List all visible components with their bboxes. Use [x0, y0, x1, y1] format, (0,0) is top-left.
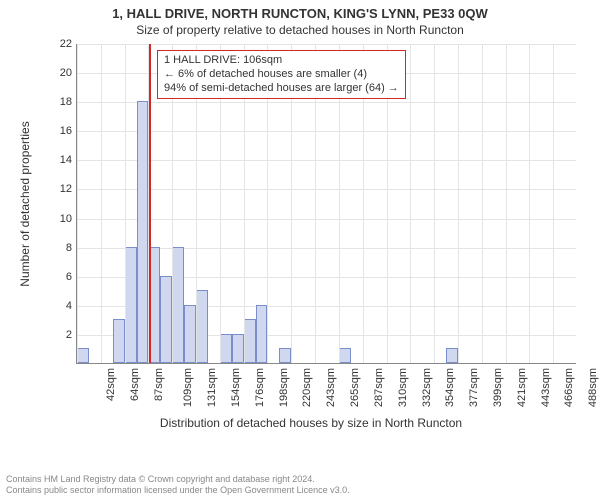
xtick-label: 131sqm [206, 368, 218, 407]
histogram-bar [125, 247, 137, 363]
xtick-label: 421sqm [516, 368, 528, 407]
histogram-bar [279, 348, 291, 363]
xtick-label: 154sqm [230, 368, 242, 407]
xtick-label: 198sqm [278, 368, 290, 407]
gridline-h [77, 219, 576, 220]
gridline-v [125, 44, 126, 363]
histogram-bar [339, 348, 351, 363]
gridline-h [77, 102, 576, 103]
xtick-label: 243sqm [325, 368, 337, 407]
chart-title-sub: Size of property relative to detached ho… [0, 21, 600, 41]
footer-line-1: Contains HM Land Registry data © Crown c… [6, 474, 350, 485]
ytick-label: 14 [46, 154, 72, 166]
histogram-bar [446, 348, 458, 363]
xtick-label: 488sqm [587, 368, 599, 407]
histogram-bar [220, 334, 232, 363]
xtick-label: 466sqm [564, 368, 576, 407]
gridline-v [101, 44, 102, 363]
gridline-h [77, 131, 576, 132]
xtick-label: 354sqm [444, 368, 456, 407]
ytick-label: 12 [46, 183, 72, 195]
ytick-label: 20 [46, 67, 72, 79]
gridline-v [553, 44, 554, 363]
gridline-v [410, 44, 411, 363]
xtick-label: 109sqm [183, 368, 195, 407]
xtick-label: 310sqm [397, 368, 409, 407]
xtick-label: 220sqm [302, 368, 314, 407]
annotation-line: 1 HALL DRIVE: 106sqm [164, 54, 399, 68]
gridline-h [77, 189, 576, 190]
chart-title-main: 1, HALL DRIVE, NORTH RUNCTON, KING'S LYN… [0, 0, 600, 21]
ytick-label: 16 [46, 125, 72, 137]
gridline-v [434, 44, 435, 363]
histogram-bar [172, 247, 184, 363]
gridline-v [529, 44, 530, 363]
xtick-label: 443sqm [540, 368, 552, 407]
footer-line-2: Contains public sector information licen… [6, 485, 350, 496]
xtick-label: 265sqm [349, 368, 361, 407]
footer-attribution: Contains HM Land Registry data © Crown c… [6, 474, 350, 497]
ytick-label: 8 [46, 242, 72, 254]
xtick-label: 64sqm [129, 368, 141, 401]
gridline-v [482, 44, 483, 363]
gridline-v [506, 44, 507, 363]
histogram-bar [113, 319, 125, 363]
xtick-label: 42sqm [105, 368, 117, 401]
ytick-label: 4 [46, 300, 72, 312]
ytick-label: 10 [46, 213, 72, 225]
histogram-bar [232, 334, 244, 363]
xtick-label: 332sqm [421, 368, 433, 407]
histogram-bar [77, 348, 89, 363]
annotation-line: 94% of semi-detached houses are larger (… [164, 82, 399, 96]
gridline-h [77, 160, 576, 161]
reference-marker-line [149, 44, 151, 363]
annotation-line: ← 6% of detached houses are smaller (4) [164, 68, 399, 82]
ytick-label: 2 [46, 329, 72, 341]
plot-area: 1 HALL DRIVE: 106sqm← 6% of detached hou… [76, 44, 576, 364]
histogram-bar [160, 276, 172, 363]
ytick-label: 22 [46, 38, 72, 50]
annotation-box: 1 HALL DRIVE: 106sqm← 6% of detached hou… [157, 50, 406, 99]
histogram-bar [244, 319, 256, 363]
histogram-bar [256, 305, 268, 363]
gridline-v [458, 44, 459, 363]
chart-container: Number of detached properties 1 HALL DRI… [46, 44, 586, 424]
xtick-label: 399sqm [492, 368, 504, 407]
histogram-bar [184, 305, 196, 363]
ytick-label: 6 [46, 271, 72, 283]
xtick-label: 377sqm [468, 368, 480, 407]
histogram-bar [137, 101, 149, 363]
gridline-v [77, 44, 78, 363]
xtick-label: 176sqm [254, 368, 266, 407]
gridline-h [77, 44, 576, 45]
y-axis-title: Number of detached properties [18, 121, 32, 286]
x-axis-title: Distribution of detached houses by size … [46, 416, 576, 430]
histogram-bar [196, 290, 208, 363]
xtick-label: 287sqm [373, 368, 385, 407]
xtick-label: 87sqm [153, 368, 165, 401]
ytick-label: 18 [46, 96, 72, 108]
